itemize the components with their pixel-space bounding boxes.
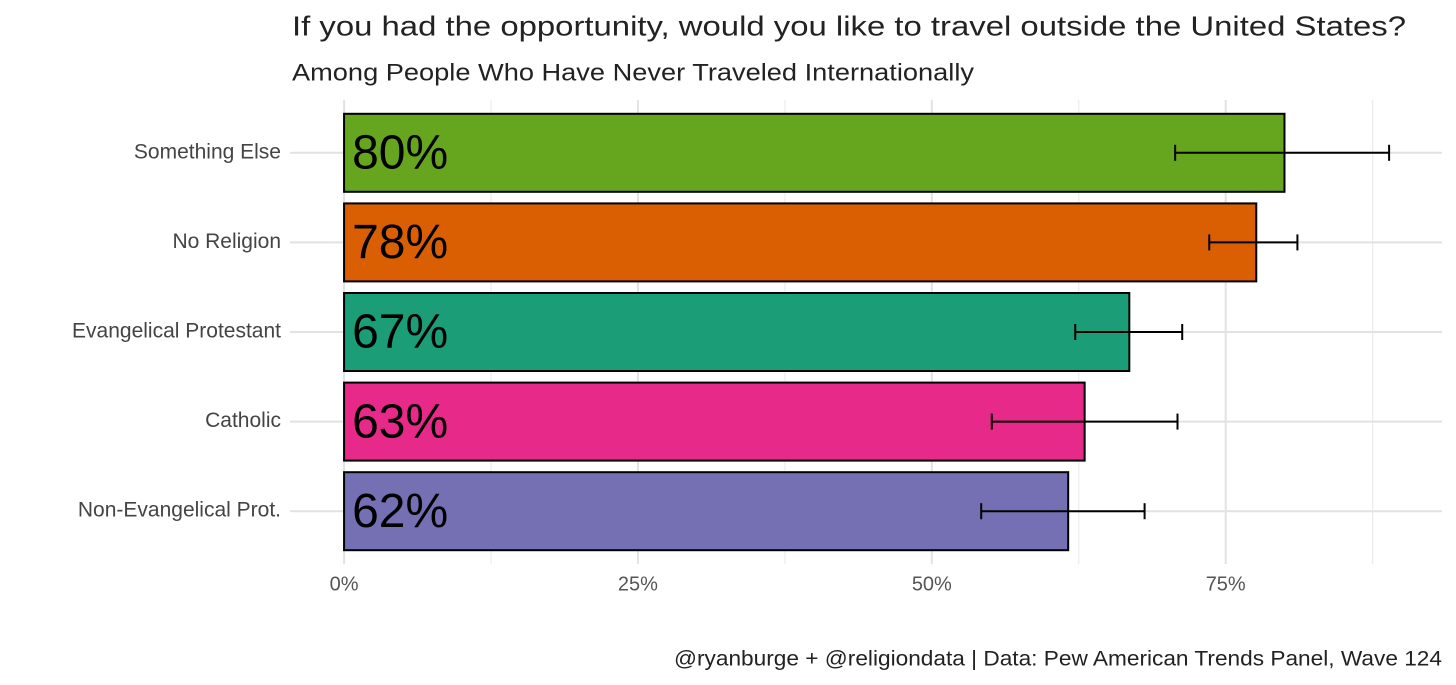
- bar: [343, 292, 1131, 372]
- value-label: 80%: [352, 126, 448, 179]
- y-tick-label: Non-Evangelical Prot.: [78, 499, 281, 522]
- value-label: 67%: [352, 306, 448, 359]
- x-tick-label: 0%: [330, 573, 359, 595]
- error-bar: [1074, 324, 1184, 340]
- error-bar: [1174, 144, 1391, 161]
- caption: @ryanburge + @religiondata | Data: Pew A…: [674, 648, 1442, 671]
- y-tick-label: Catholic: [205, 409, 281, 432]
- chart-title: If you had the opportunity, would you li…: [292, 10, 1406, 41]
- error-bar: [980, 503, 1146, 520]
- y-tick-label: Evangelical Protestant: [72, 320, 281, 343]
- y-tick-label: No Religion: [172, 230, 281, 253]
- error-bar: [1208, 234, 1299, 251]
- value-label: 63%: [352, 395, 448, 448]
- error-bar: [990, 413, 1179, 430]
- bar: [343, 112, 1286, 193]
- bar: [343, 471, 1070, 552]
- x-tick-label: 25%: [618, 573, 658, 595]
- x-tick-label: 50%: [912, 573, 952, 595]
- value-label: 62%: [352, 485, 448, 538]
- chart-subtitle: Among People Who Have Never Traveled Int…: [292, 59, 974, 86]
- bar: [343, 202, 1258, 283]
- bar: [343, 381, 1086, 462]
- value-label: 78%: [352, 216, 448, 269]
- x-tick-label: 75%: [1206, 573, 1246, 595]
- y-tick-label: Something Else: [134, 140, 281, 163]
